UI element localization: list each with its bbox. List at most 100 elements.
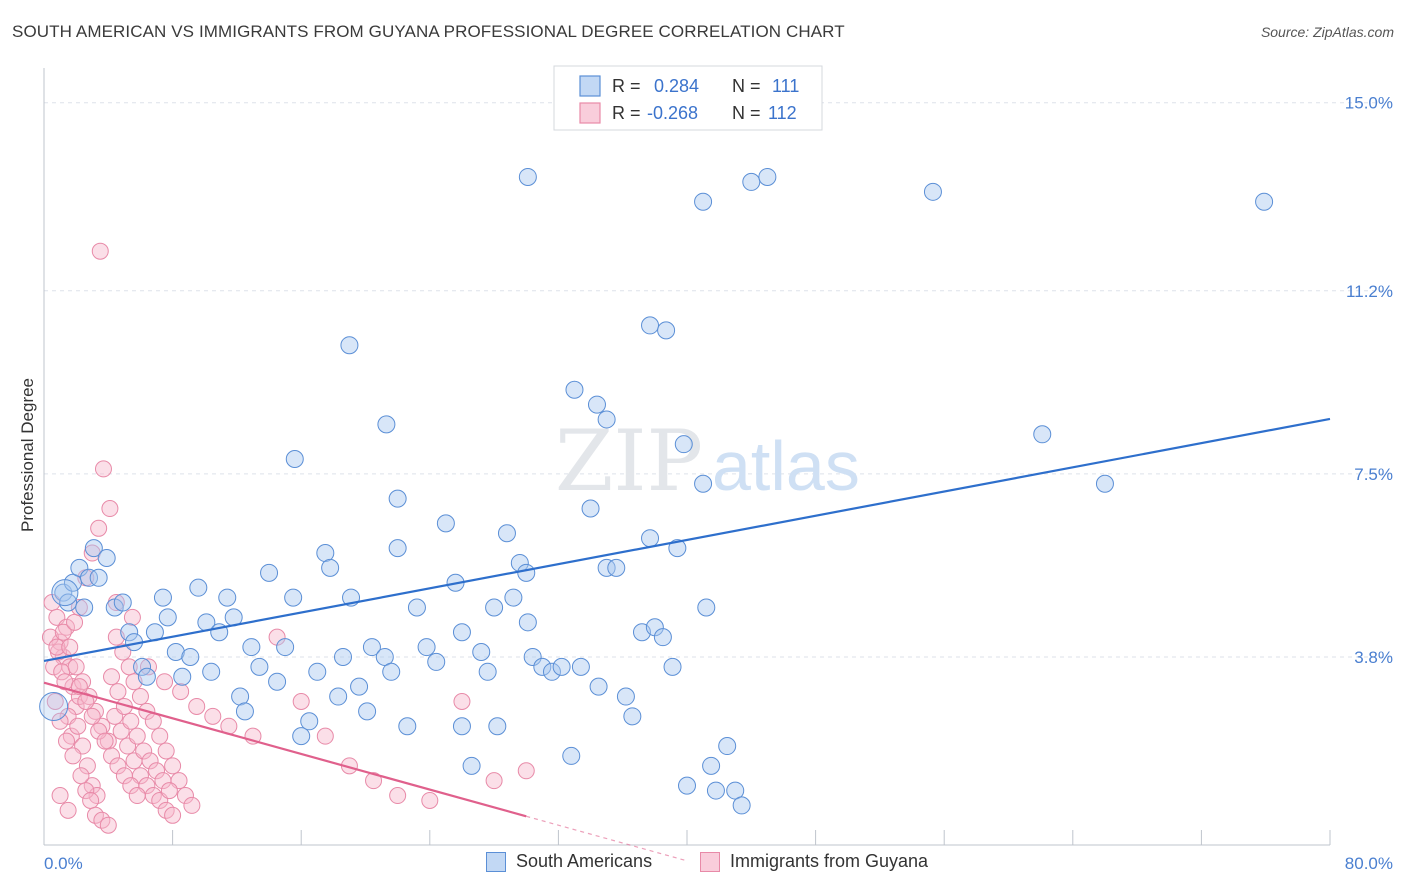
south-american-point [732, 796, 751, 815]
guyana-point [91, 242, 109, 260]
guyana-point [74, 673, 92, 691]
guyana-point [114, 643, 132, 661]
guyana-point [122, 712, 140, 730]
trend-lines [43, 417, 1331, 862]
watermark: ZIP atlas [555, 412, 860, 510]
south-american-point [97, 548, 116, 567]
south-american-point [552, 657, 571, 676]
south-american-point [137, 667, 156, 686]
guyana-point [109, 757, 127, 775]
guyana-point [157, 742, 175, 760]
south-american-point [268, 672, 287, 691]
south-american-point [235, 702, 254, 721]
guyana-point [160, 782, 178, 800]
legend-swatch-blue [579, 75, 601, 97]
south-american-point [542, 662, 561, 681]
guyana-point [109, 683, 127, 701]
guyana-point [46, 692, 64, 710]
south-american-point [284, 588, 303, 607]
south-american-point [250, 657, 269, 676]
south-american-point [75, 598, 94, 617]
south-american-point [663, 657, 682, 676]
guyana-point [51, 787, 69, 805]
south-american-point [417, 638, 436, 657]
legend-label-guyana: Immigrants from Guyana [730, 851, 929, 871]
guyana-point [151, 727, 169, 745]
trend-line-south-americans [43, 417, 1331, 663]
guyana-point [164, 806, 182, 824]
guyana-point [58, 618, 76, 636]
guyana-point [135, 742, 153, 760]
south-american-point [571, 657, 590, 676]
south-american-point [51, 579, 79, 607]
south-american-point [1033, 425, 1052, 444]
south-american-point [375, 647, 394, 666]
y-tick-label: 3.8% [1354, 648, 1393, 667]
south-american-point [358, 702, 377, 721]
south-american-point [113, 593, 132, 612]
south-american-point [59, 593, 78, 612]
south-american-point [362, 638, 381, 657]
guyana-point [292, 692, 310, 710]
guyana-point [365, 772, 383, 790]
legend-n-label-blue: N = [732, 76, 761, 96]
south-american-point [316, 544, 335, 563]
south-american-point [702, 756, 721, 775]
watermark-atlas: atlas [712, 427, 860, 505]
source-credit: Source: ZipAtlas.com [1260, 24, 1394, 40]
guyana-point [122, 777, 140, 795]
south-american-point [166, 643, 185, 662]
guyana-point [90, 722, 108, 740]
south-american-point [674, 435, 693, 454]
south-american-point [427, 652, 446, 671]
legend-r-value-blue: 0.284 [654, 76, 699, 96]
south-american-point [1255, 192, 1274, 211]
legend-r-value-pink: -0.268 [647, 103, 698, 123]
south-american-point [173, 667, 192, 686]
guyana-point [164, 757, 182, 775]
y-tick-label: 11.2% [1346, 282, 1393, 301]
legend-swatch-south-americans [486, 851, 506, 872]
y-tick-label: 15.0% [1345, 94, 1393, 113]
south-american-point [398, 717, 417, 736]
legend-item-south-americans[interactable]: South Americans [486, 851, 652, 872]
legend-r-label-pink: R = [612, 103, 641, 123]
south-american-point [726, 781, 745, 800]
guyana-point [101, 500, 119, 518]
south-american-point [668, 539, 687, 558]
south-american-point [452, 717, 471, 736]
south-american-point [641, 316, 660, 335]
south-american-point [80, 568, 99, 587]
south-american-point [678, 776, 696, 795]
south-american-point [329, 687, 348, 706]
south-american-point [260, 563, 279, 582]
south-american-point [623, 707, 642, 726]
south-american-point [84, 539, 103, 558]
guyana-point [96, 732, 114, 750]
legend-n-value-blue: 111 [772, 76, 799, 96]
guyana-point [82, 791, 100, 809]
axes-layer [43, 68, 1331, 846]
south-american-point [523, 647, 542, 666]
guyana-point [453, 692, 471, 710]
south-american-point [758, 167, 777, 186]
legend-item-guyana[interactable]: Immigrants from Guyana [700, 851, 928, 872]
guyana-point [103, 668, 121, 686]
legend-swatch-guyana [700, 851, 720, 872]
south-american-point [350, 677, 369, 696]
south-american-point [285, 450, 304, 469]
guyana-point [99, 816, 117, 834]
south-american-point [488, 717, 507, 736]
guyana-point [66, 613, 84, 631]
south-american-point [565, 380, 584, 399]
south-american-point [485, 598, 504, 617]
guyana-point [62, 727, 80, 745]
trend-line-guyana-extension [526, 815, 688, 862]
guyana-point [59, 801, 77, 819]
legend-r-label-blue: R = [612, 76, 641, 96]
south-american-point [607, 558, 626, 577]
legend-n-value-pink: 112 [768, 103, 797, 123]
south-american-point [158, 608, 177, 627]
south-american-point [89, 568, 108, 587]
